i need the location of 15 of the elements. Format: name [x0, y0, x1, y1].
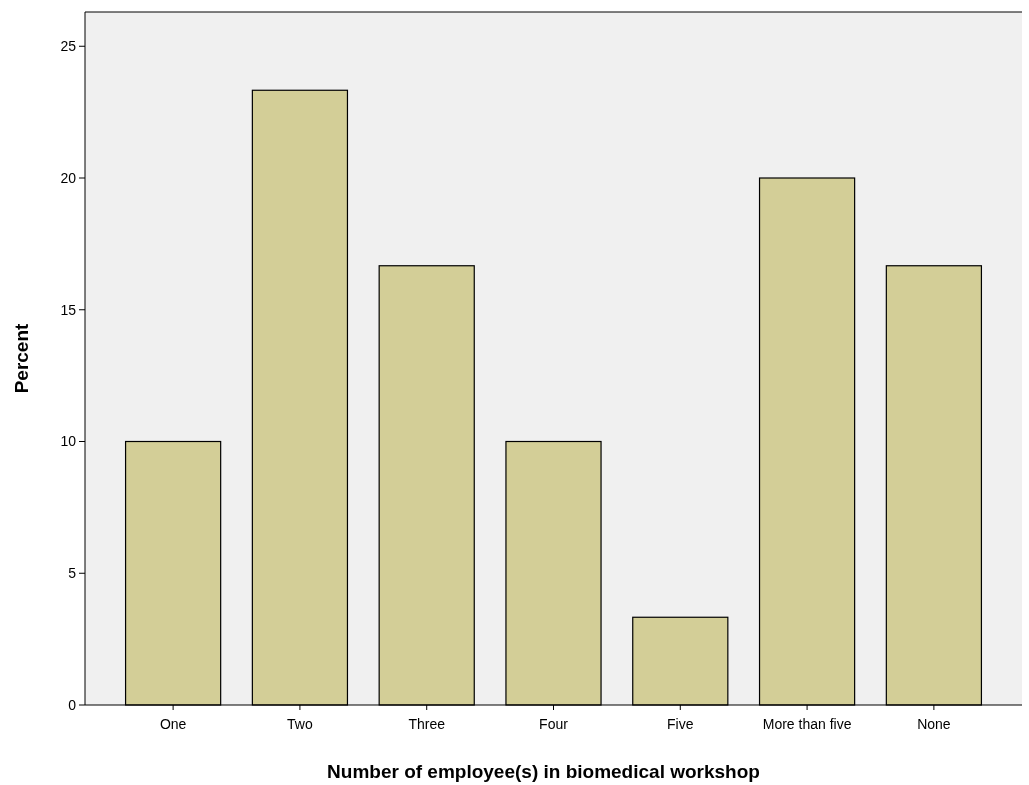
- x-tick-label: Two: [287, 716, 313, 732]
- y-axis-title: Percent: [11, 322, 32, 394]
- y-tick-label: 15: [60, 301, 77, 318]
- x-tick-label: Three: [408, 716, 446, 732]
- x-tick-label: None: [917, 716, 951, 732]
- x-tick-label: More than five: [762, 716, 852, 732]
- x-tick-label: Five: [667, 716, 694, 732]
- y-tick-label: 25: [60, 38, 77, 55]
- y-tick-label: 10: [60, 433, 77, 450]
- x-tick-label: One: [159, 716, 187, 732]
- y-tick-label: 20: [60, 169, 77, 186]
- x-tick-label: Four: [539, 716, 569, 732]
- y-tick-label: 5: [68, 565, 77, 582]
- x-axis-title: Number of employee(s) in biomedical workshop: [327, 761, 760, 782]
- y-tick-label: 0: [68, 696, 77, 713]
